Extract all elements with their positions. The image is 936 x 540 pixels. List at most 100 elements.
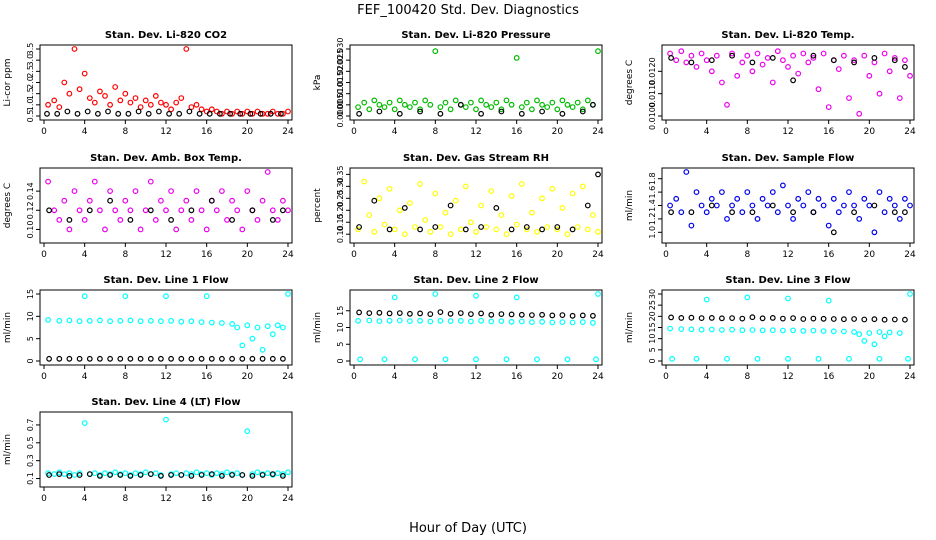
data-point (237, 110, 244, 117)
data-point (780, 182, 786, 189)
data-point (473, 106, 479, 113)
data-point (91, 178, 98, 185)
data-point (257, 110, 264, 117)
data-point (724, 355, 730, 362)
data-point (851, 329, 857, 335)
data-point (407, 310, 413, 317)
data-point (483, 101, 490, 108)
data-point (96, 88, 103, 95)
data-point (749, 314, 756, 321)
panel-title: Stan. Dev. Li-820 Temp. (721, 30, 854, 41)
data-point (759, 315, 766, 322)
data-point (249, 207, 256, 214)
y-tick-label: 1.2 (648, 213, 657, 226)
x-tick-label: 0 (663, 372, 669, 382)
data-point (127, 207, 134, 214)
data-point (820, 202, 827, 209)
x-tick-label: 16 (823, 372, 835, 382)
data-point (790, 77, 796, 84)
data-point (66, 317, 73, 324)
data-point (427, 228, 434, 235)
data-point (71, 46, 78, 52)
data-point (239, 226, 246, 233)
x-tick-label: 4 (82, 372, 88, 382)
data-point (376, 309, 383, 316)
data-point (447, 202, 454, 209)
data-point (168, 106, 175, 113)
data-point (203, 293, 210, 300)
data-point (729, 52, 735, 59)
data-point (447, 310, 454, 317)
data-point (508, 311, 515, 318)
data-point (61, 197, 68, 204)
y-axis-label: ml/min (3, 434, 13, 465)
data-point (401, 231, 408, 238)
data-point (137, 355, 144, 362)
data-point (729, 315, 735, 322)
data-point (462, 226, 469, 233)
x-tick-label: 12 (782, 372, 793, 382)
data-point (729, 326, 735, 333)
y-tick-label: 0.0100 (648, 102, 657, 130)
data-point (371, 228, 378, 235)
data-point (147, 178, 154, 185)
data-point (376, 195, 383, 202)
series-2 (356, 309, 596, 319)
y-tick-label: 0.1 (26, 472, 35, 485)
data-point (122, 293, 129, 300)
y-tick-label: 0.25 (336, 189, 345, 207)
data-point (249, 471, 256, 478)
data-point (698, 202, 705, 209)
y-tick-label: 0.10 (336, 225, 345, 243)
data-point (891, 202, 898, 209)
data-point (539, 318, 545, 325)
data-point (678, 315, 685, 321)
data-point (56, 471, 63, 478)
data-point (391, 106, 398, 113)
data-point (447, 106, 454, 113)
data-point (856, 110, 863, 117)
data-point (371, 97, 378, 104)
data-point (355, 104, 362, 110)
data-point (81, 293, 88, 300)
x-tick-label: 16 (511, 127, 523, 137)
data-point (76, 355, 83, 362)
data-point (178, 207, 185, 214)
data-point (744, 52, 751, 59)
data-point (417, 106, 424, 113)
y-tick-label: 10 (648, 334, 657, 344)
data-point (708, 202, 715, 209)
data-point (769, 189, 776, 196)
data-point (780, 327, 786, 334)
data-point (569, 319, 576, 326)
data-point (216, 110, 223, 117)
data-point (142, 97, 149, 104)
y-tick-label: 0.10 (26, 221, 35, 239)
data-point (595, 48, 601, 55)
data-point (267, 110, 274, 117)
data-point (229, 355, 236, 362)
panel-title: Stan. Dev. Line 2 Flow (413, 275, 538, 286)
data-point (86, 355, 93, 362)
data-point (142, 469, 149, 476)
data-point (703, 209, 710, 216)
data-point (249, 335, 256, 342)
data-point (846, 189, 852, 196)
data-point (800, 316, 807, 322)
data-point (473, 228, 479, 235)
data-point (447, 318, 454, 325)
data-point (117, 472, 124, 478)
data-point (102, 470, 108, 477)
x-tick-label: 20 (242, 372, 254, 382)
data-point (866, 330, 873, 337)
data-point (729, 202, 735, 209)
data-point (871, 229, 878, 236)
data-point (734, 72, 741, 79)
data-point (280, 471, 286, 478)
data-point (688, 59, 695, 66)
data-point (902, 63, 908, 70)
data-point (115, 110, 122, 117)
data-point (841, 52, 847, 59)
data-point (432, 190, 439, 197)
x-tick-label: 24 (282, 127, 294, 137)
